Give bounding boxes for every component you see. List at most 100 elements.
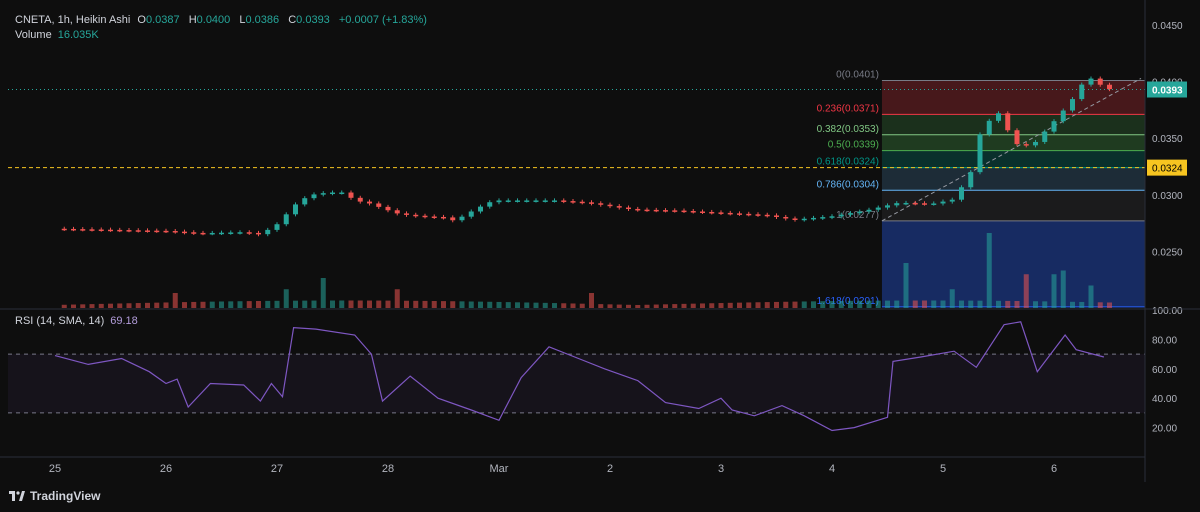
change-value: +0.0007 (+1.83%) bbox=[338, 14, 427, 26]
price-tick-label: 0.0300 bbox=[1152, 191, 1183, 202]
fib-level-label: 0.5(0.0339) bbox=[828, 140, 879, 151]
low-value: 0.0386 bbox=[245, 14, 280, 26]
fib-trend-line[interactable] bbox=[881, 78, 1142, 222]
volume-bar bbox=[311, 300, 317, 308]
symbol-title[interactable]: CNETA, 1h, Heikin Ashi bbox=[15, 14, 131, 26]
rsi-legend[interactable]: RSI (14, SMA, 14) 69.18 bbox=[15, 315, 138, 327]
candle-body bbox=[200, 232, 206, 235]
open-label: O bbox=[137, 14, 146, 26]
volume-bar bbox=[533, 302, 539, 308]
time-axis-label: 27 bbox=[271, 463, 283, 475]
volume-bar bbox=[228, 301, 234, 308]
fib-level-label: 1(0.0277) bbox=[836, 210, 879, 221]
volume-bar bbox=[727, 302, 733, 308]
level-price-tag-label: 0.0324 bbox=[1152, 164, 1183, 175]
candle-body bbox=[820, 217, 826, 219]
volume-legend[interactable]: Volume 16.035K bbox=[15, 29, 99, 41]
candle-body bbox=[1033, 141, 1038, 146]
volume-bar bbox=[302, 300, 308, 308]
volume-bar bbox=[931, 300, 937, 308]
candle-body bbox=[542, 200, 548, 202]
time-axis-label: 2 bbox=[607, 463, 613, 475]
candle-body bbox=[145, 230, 150, 232]
candle-body bbox=[256, 232, 261, 235]
rsi-band-fill bbox=[8, 354, 1145, 413]
candle-body bbox=[589, 202, 594, 204]
candle-body bbox=[996, 113, 1001, 121]
volume-bar bbox=[191, 301, 197, 308]
volume-bar bbox=[885, 300, 890, 308]
volume-bar bbox=[709, 303, 715, 308]
candle-body bbox=[598, 203, 604, 205]
volume-bar bbox=[108, 303, 113, 308]
volume-bar bbox=[80, 304, 86, 308]
fib-zone bbox=[881, 80, 1145, 115]
fib-zone bbox=[881, 114, 1145, 135]
volume-bar bbox=[986, 233, 992, 308]
candle-body bbox=[154, 230, 160, 233]
volume-bar bbox=[376, 300, 382, 308]
candle-body bbox=[80, 229, 86, 231]
price-pane[interactable] bbox=[8, 8, 1145, 308]
volume-bar bbox=[1097, 302, 1103, 308]
candle-body bbox=[1005, 113, 1011, 131]
volume-bar bbox=[61, 304, 67, 308]
candle-body bbox=[857, 211, 863, 214]
candle-body bbox=[182, 231, 187, 234]
candle-body bbox=[376, 203, 382, 207]
time-axis-label: 6 bbox=[1051, 463, 1057, 475]
candle-body bbox=[293, 204, 298, 215]
candle-body bbox=[968, 172, 974, 188]
volume-bar bbox=[468, 301, 474, 308]
candle-body bbox=[515, 200, 520, 202]
volume-bar bbox=[1070, 301, 1075, 308]
volume-bar bbox=[561, 303, 567, 308]
symbol-legend: CNETA, 1h, Heikin Ashi O0.0387 H0.0400 L… bbox=[15, 13, 427, 28]
volume-bar bbox=[903, 263, 909, 308]
volume-bar bbox=[1051, 274, 1057, 308]
volume-bar bbox=[450, 301, 456, 308]
candle-body bbox=[579, 201, 585, 204]
axes[interactable]: 0.04500.04000.03500.03000.0250100.0080.0… bbox=[49, 21, 1187, 475]
volume-bar bbox=[598, 304, 604, 308]
candle-body bbox=[838, 214, 844, 217]
volume-bar bbox=[154, 302, 160, 308]
candle-body bbox=[135, 230, 141, 232]
rsi-pane[interactable] bbox=[8, 310, 1145, 457]
candle-body bbox=[986, 120, 992, 135]
candle-body bbox=[117, 229, 123, 232]
candle-body bbox=[727, 212, 733, 215]
volume-bar bbox=[1107, 302, 1112, 308]
volume-bar bbox=[848, 300, 853, 308]
candle-body bbox=[635, 208, 641, 211]
tradingview-logo[interactable]: TradingView bbox=[9, 489, 100, 503]
candle-body bbox=[237, 232, 243, 234]
time-axis-label: 28 bbox=[382, 463, 394, 475]
high-label: H bbox=[188, 14, 197, 26]
fib-zone bbox=[881, 167, 1145, 191]
volume-bar bbox=[339, 300, 345, 308]
candle-body bbox=[1060, 110, 1066, 122]
volume-bar bbox=[663, 304, 668, 308]
volume-bar bbox=[163, 302, 169, 308]
volume-bar bbox=[690, 303, 696, 308]
volume-bar bbox=[496, 301, 502, 308]
candle-body bbox=[681, 210, 687, 213]
fib-level-label: 0(0.0401) bbox=[836, 69, 879, 80]
volume-bar bbox=[505, 302, 511, 308]
volume-bar bbox=[71, 304, 76, 308]
volume-bar bbox=[89, 304, 95, 308]
volume-bar bbox=[200, 301, 206, 308]
candle-body bbox=[1079, 84, 1085, 100]
candle-body bbox=[894, 203, 900, 206]
volume-bar bbox=[866, 300, 872, 308]
volume-bar bbox=[626, 304, 631, 308]
candle-body bbox=[774, 215, 779, 217]
brand-name: TradingView bbox=[30, 489, 101, 503]
volume-bar bbox=[487, 301, 493, 308]
volume-bar bbox=[135, 303, 141, 308]
candle-body bbox=[1023, 144, 1029, 146]
fibonacci-retracement[interactable]: 0(0.0401) 0.236(0.0371) 0.382(0.0353) 0.5(0… bbox=[817, 69, 1145, 308]
candle-body bbox=[561, 200, 567, 202]
